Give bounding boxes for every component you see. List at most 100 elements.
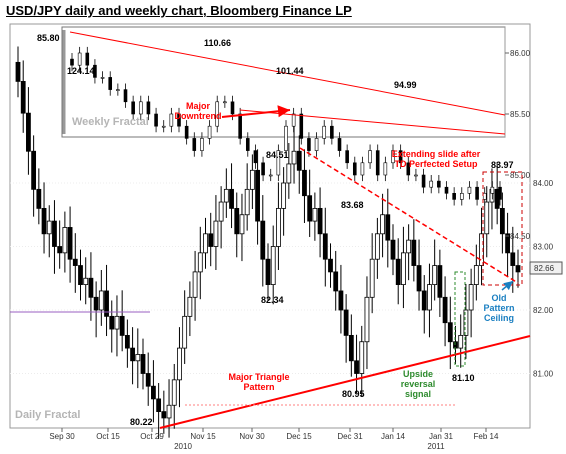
daily-candle-body bbox=[286, 163, 292, 184]
daily-candle-body bbox=[130, 347, 135, 362]
daily-candle-body bbox=[46, 220, 52, 235]
daily-candle-body bbox=[416, 265, 422, 292]
upside-annotation: Upside reversal signal bbox=[401, 369, 436, 399]
weekly-candle-body bbox=[177, 113, 181, 127]
daily-candle-body bbox=[374, 233, 380, 260]
last-price-tag bbox=[529, 261, 563, 275]
daily-candle-body bbox=[182, 315, 188, 349]
daily-candle-body bbox=[62, 227, 68, 254]
weekly-candle-body bbox=[429, 180, 434, 188]
weekly-candle-body bbox=[70, 58, 74, 66]
ceiling-annotation: Old Pattern Ceiling bbox=[483, 293, 514, 323]
daily-caption: Daily Fractal bbox=[15, 409, 80, 421]
weekly-candle-body bbox=[184, 125, 189, 139]
weekly-candle-body bbox=[161, 125, 166, 128]
weekly-candle-body bbox=[131, 101, 135, 115]
downtrend-arrow bbox=[221, 105, 291, 118]
daily-candle-body bbox=[109, 315, 115, 330]
weekly-candle-body bbox=[138, 101, 143, 115]
daily-candle-body bbox=[380, 214, 385, 235]
weekly-candle-body bbox=[116, 89, 120, 91]
weekly-candle-body bbox=[223, 101, 227, 104]
daily-candle-body bbox=[343, 309, 349, 336]
daily-candle-body bbox=[401, 252, 406, 286]
daily-x-tick-label: Dec 15 bbox=[286, 432, 312, 441]
daily-candle-body bbox=[78, 265, 83, 285]
weekly-candle-body bbox=[215, 101, 220, 127]
daily-candle-body bbox=[114, 315, 120, 330]
daily-candle-body bbox=[369, 258, 375, 298]
daily-candle-body bbox=[255, 169, 260, 222]
daily-candle-body bbox=[41, 207, 47, 235]
daily-candle-body bbox=[270, 246, 276, 285]
weekly-candle-body bbox=[169, 113, 174, 127]
annotation-line: signal bbox=[405, 389, 431, 399]
daily-candle-body bbox=[140, 354, 146, 374]
daily-x-tick-label: Nov 30 bbox=[239, 432, 265, 441]
weekly-candle-body bbox=[108, 77, 113, 90]
daily-candle-body bbox=[442, 296, 448, 324]
daily-candle-body bbox=[359, 341, 365, 374]
daily-candle-body bbox=[98, 290, 104, 311]
daily-candle-body bbox=[338, 290, 344, 311]
daily-candle-body bbox=[161, 411, 167, 419]
daily-candle-body bbox=[395, 258, 401, 286]
year-label: 2010 bbox=[174, 442, 192, 451]
daily-candle-body bbox=[15, 61, 21, 82]
triangle-annotation: Major Triangle Pattern bbox=[228, 372, 289, 392]
weekly-candle-body bbox=[414, 174, 418, 177]
daily-y-tick-label: 81.00 bbox=[533, 370, 554, 379]
daily-candle-body bbox=[510, 252, 516, 266]
daily-candle-body bbox=[484, 201, 490, 235]
daily-candle-body bbox=[36, 188, 42, 209]
daily-candle-body bbox=[458, 334, 464, 349]
weekly-candle-body bbox=[314, 138, 319, 151]
daily-candle-body bbox=[421, 290, 427, 311]
daily-candle-body bbox=[203, 233, 208, 254]
daily-candle-body bbox=[249, 169, 255, 190]
daily-candle-body bbox=[135, 354, 141, 362]
daily-candle-body bbox=[166, 404, 172, 419]
weekly-candle-body bbox=[123, 89, 128, 103]
daily-candles bbox=[15, 46, 521, 439]
weekly-y-tick-label: 85.00 bbox=[510, 171, 531, 180]
daily-candle-body bbox=[333, 271, 339, 292]
weekly-candle-body bbox=[238, 113, 242, 139]
daily-x-tick-label: Dec 31 bbox=[337, 432, 363, 441]
annotation-line: Extending slide after bbox=[392, 149, 481, 159]
daily-candle-body bbox=[515, 265, 521, 273]
daily-candle-body bbox=[348, 334, 354, 362]
daily-candle-body bbox=[437, 265, 443, 298]
annotation-line: Downtrend bbox=[175, 111, 222, 121]
daily-candle-body bbox=[52, 220, 57, 247]
daily-candle-body bbox=[145, 373, 151, 387]
level-94-99: 94.99 bbox=[394, 80, 417, 90]
weekly-y-tick-label: 85.50 bbox=[510, 110, 531, 119]
weekly-candle-body bbox=[85, 52, 90, 66]
weekly-candle-body bbox=[154, 113, 158, 127]
weekly-candle-body bbox=[307, 138, 311, 151]
weekly-candle-body bbox=[330, 125, 334, 139]
weekly-candle-body bbox=[284, 125, 288, 151]
daily-candle-body bbox=[317, 207, 323, 235]
daily-candle-body bbox=[93, 296, 99, 311]
daily-x-tick-label: Oct 29 bbox=[140, 432, 164, 441]
triangle-resistance-line bbox=[299, 147, 519, 284]
weekly-candle-body bbox=[406, 162, 411, 176]
daily-candle-body bbox=[390, 239, 396, 260]
weekly-candle-body bbox=[268, 174, 273, 177]
weekly-candle-body bbox=[192, 138, 197, 151]
level-83-97: 83.97 bbox=[491, 160, 514, 170]
daily-candle-body bbox=[218, 201, 224, 222]
weekly-candle-body bbox=[368, 150, 372, 164]
annotation-line: Upside bbox=[403, 369, 433, 379]
daily-x-tick-label: Jan 31 bbox=[429, 432, 454, 441]
daily-x-tick-label: Oct 15 bbox=[96, 432, 120, 441]
daily-candle-body bbox=[104, 290, 109, 317]
daily-candle-body bbox=[213, 220, 219, 247]
annotation-line: Pattern bbox=[483, 303, 514, 313]
daily-candle-body bbox=[364, 296, 370, 343]
level-81-10: 81.10 bbox=[452, 373, 475, 383]
weekly-candle-body bbox=[345, 150, 349, 164]
weekly-candle-body bbox=[490, 186, 495, 194]
